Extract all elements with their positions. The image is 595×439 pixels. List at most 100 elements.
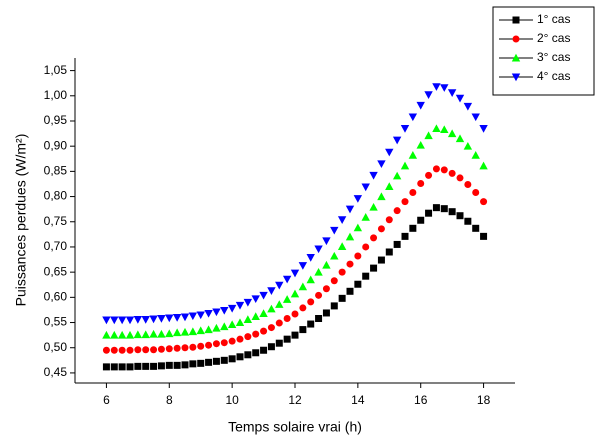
marker: [346, 287, 354, 295]
y-tick-label: 0,75: [44, 214, 68, 228]
marker: [110, 346, 118, 354]
marker: [157, 345, 165, 353]
marker: [110, 363, 118, 371]
marker: [133, 316, 143, 324]
marker: [362, 272, 370, 280]
marker: [314, 267, 323, 276]
x-tick-label: 16: [414, 393, 428, 407]
x-tick-label: 12: [288, 393, 302, 407]
marker: [464, 217, 472, 225]
marker: [440, 205, 448, 213]
marker: [455, 134, 465, 143]
marker: [290, 269, 300, 278]
marker: [236, 353, 244, 361]
marker: [385, 148, 394, 157]
marker: [480, 198, 488, 206]
marker: [361, 213, 370, 221]
marker: [330, 302, 338, 310]
marker: [260, 346, 268, 354]
marker: [455, 94, 465, 103]
marker: [102, 363, 110, 371]
marker: [385, 216, 393, 224]
x-tick-label: 10: [225, 393, 239, 407]
marker: [126, 346, 134, 354]
marker: [188, 327, 198, 336]
marker: [315, 291, 323, 299]
y-tick-label: 0,65: [44, 264, 68, 278]
marker: [157, 329, 166, 338]
marker: [307, 298, 315, 306]
marker: [259, 291, 268, 300]
marker: [512, 16, 520, 24]
marker: [267, 304, 276, 313]
marker: [291, 331, 299, 339]
marker: [110, 330, 119, 339]
marker: [472, 189, 480, 197]
marker: [212, 357, 220, 365]
marker: [244, 351, 252, 359]
marker: [369, 202, 378, 211]
marker: [102, 346, 110, 354]
marker: [306, 254, 315, 262]
marker: [172, 313, 182, 322]
marker: [212, 323, 221, 332]
marker: [479, 125, 488, 133]
marker: [173, 361, 181, 369]
marker: [283, 335, 291, 343]
marker: [212, 308, 221, 317]
marker: [188, 312, 198, 321]
marker: [267, 287, 276, 295]
marker: [298, 262, 308, 270]
legend-label: 1° cas: [537, 12, 570, 26]
marker: [370, 264, 378, 272]
marker: [432, 83, 441, 91]
marker: [385, 248, 393, 256]
marker: [220, 339, 228, 347]
marker: [102, 316, 111, 325]
marker: [125, 330, 135, 339]
legend-label: 2° cas: [537, 31, 570, 45]
marker: [142, 362, 150, 370]
marker: [150, 362, 158, 370]
marker: [173, 344, 181, 352]
marker: [432, 165, 440, 173]
marker: [448, 208, 456, 216]
marker: [314, 245, 323, 254]
marker: [157, 362, 165, 370]
marker: [180, 327, 190, 336]
marker: [126, 363, 134, 371]
marker: [448, 169, 456, 177]
marker: [204, 309, 213, 318]
marker: [432, 124, 441, 133]
marker: [447, 129, 457, 138]
marker: [361, 183, 370, 192]
marker: [408, 151, 418, 159]
marker: [322, 237, 331, 246]
marker: [472, 224, 480, 232]
marker: [369, 171, 378, 180]
y-tick-label: 0,95: [44, 113, 68, 127]
marker: [512, 35, 520, 43]
marker: [227, 304, 237, 313]
marker: [456, 174, 464, 182]
marker: [511, 53, 521, 62]
marker: [377, 192, 386, 201]
marker: [133, 330, 143, 339]
marker: [227, 320, 237, 329]
marker: [117, 316, 127, 325]
marker: [315, 315, 323, 323]
marker: [291, 310, 299, 318]
marker: [322, 260, 331, 269]
y-tick-label: 0,80: [44, 189, 68, 203]
x-tick-label: 8: [166, 393, 173, 407]
marker: [409, 189, 417, 197]
y-tick-label: 0,55: [44, 315, 68, 329]
marker: [220, 306, 229, 315]
marker: [471, 113, 480, 122]
marker: [197, 342, 205, 350]
marker: [400, 161, 410, 170]
series: [102, 83, 488, 325]
marker: [252, 349, 260, 357]
marker: [189, 343, 197, 351]
series: [102, 124, 488, 339]
